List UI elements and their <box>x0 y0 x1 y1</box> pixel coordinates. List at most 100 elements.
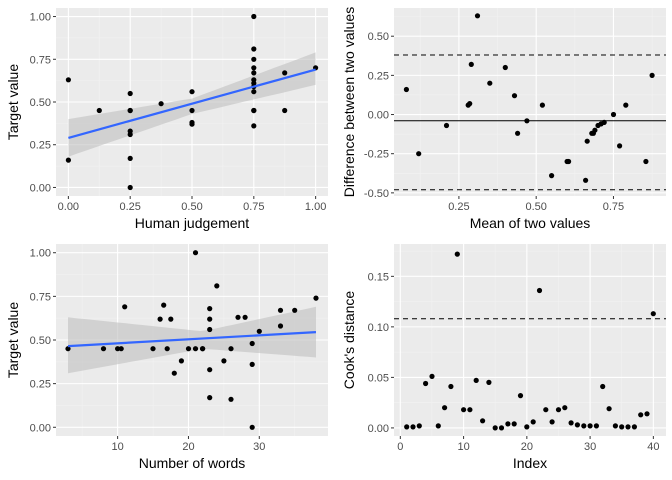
data-point <box>487 80 493 86</box>
data-point <box>207 316 213 322</box>
data-point <box>461 407 467 413</box>
data-point <box>192 346 199 352</box>
data-point <box>251 70 257 76</box>
y-tick-label: 0.10 <box>368 322 389 334</box>
data-point <box>200 346 206 352</box>
y-tick-label: 1.00 <box>30 248 51 260</box>
data-point <box>480 418 486 424</box>
data-point <box>517 393 524 399</box>
data-point <box>256 328 262 334</box>
data-point <box>228 396 234 402</box>
x-tick-label: 0.00 <box>58 201 79 213</box>
data-point <box>492 425 498 431</box>
data-point <box>435 423 441 429</box>
data-point <box>313 295 319 301</box>
data-point <box>127 184 133 191</box>
data-point <box>158 101 164 107</box>
data-point <box>606 406 612 412</box>
data-point <box>164 346 170 352</box>
data-point <box>404 424 410 430</box>
data-point <box>543 407 549 413</box>
data-point <box>100 346 107 352</box>
data-point <box>221 358 227 364</box>
data-point <box>242 314 248 320</box>
regression-line <box>68 68 316 139</box>
data-point <box>443 122 450 129</box>
y-tick-label: -0.50 <box>364 188 389 200</box>
y-tick-label: 0.25 <box>30 379 51 391</box>
data-point <box>498 425 505 431</box>
data-point <box>610 111 617 118</box>
data-point <box>249 361 255 367</box>
data-point <box>127 90 133 97</box>
data-point <box>568 420 574 426</box>
regression-line <box>67 331 317 348</box>
data-point <box>65 346 71 352</box>
x-tick-label: 20 <box>182 441 194 453</box>
data-point <box>649 72 655 78</box>
data-point <box>473 377 479 383</box>
y-tick-label: 0.25 <box>30 140 51 152</box>
data-point <box>161 302 167 308</box>
panel-target-vs-human-judgement: 0.00 0.25 0.50 0.75 1.00 0.00 0.25 0.50 0.75 1.00… <box>5 8 328 231</box>
data-point <box>574 422 581 428</box>
data-point <box>593 423 600 429</box>
y-axis-title: Cook's distance <box>341 291 357 390</box>
x-tick-label: 0.50 <box>525 201 546 213</box>
data-point <box>65 157 71 163</box>
data-point <box>515 130 521 136</box>
data-point <box>612 423 619 429</box>
data-point <box>467 407 473 413</box>
data-point <box>251 123 257 129</box>
data-point <box>524 118 530 124</box>
data-point <box>150 346 156 352</box>
data-point <box>644 411 650 417</box>
data-point <box>454 251 460 257</box>
panel-target-vs-word-count: 10 20 30 0.00 0.25 0.50 0.75 1.00 Number of word… <box>5 244 328 471</box>
x-axis-title: Index <box>513 455 547 471</box>
data-point <box>539 102 546 108</box>
y-tick-label: 0.50 <box>30 97 51 109</box>
data-point <box>189 107 195 114</box>
data-point <box>549 173 555 179</box>
data-point <box>631 424 638 430</box>
y-tick-label: 0.00 <box>30 422 51 434</box>
data-point <box>555 407 562 413</box>
data-point <box>185 346 192 352</box>
data-point <box>625 424 631 430</box>
panel-background <box>394 244 666 436</box>
y-tick-label: 0.25 <box>368 70 389 82</box>
data-point <box>416 151 422 157</box>
data-point <box>423 380 429 387</box>
data-point <box>192 250 199 256</box>
data-point <box>584 138 590 144</box>
y-tick-label: 0.75 <box>30 54 51 66</box>
data-point <box>189 89 195 95</box>
y-tick-label: 0.00 <box>368 423 389 435</box>
x-tick-label: 0.25 <box>448 201 469 213</box>
x-tick-label: 0.50 <box>181 201 202 213</box>
data-point <box>251 65 257 71</box>
data-point <box>617 143 623 149</box>
y-tick-label: 0.00 <box>30 182 51 194</box>
x-axis-title: Mean of two values <box>470 215 591 231</box>
y-tick-label: -0.25 <box>364 149 389 161</box>
x-tick-label: 10 <box>457 441 469 453</box>
data-point <box>562 405 568 411</box>
data-point <box>638 412 644 418</box>
data-point <box>619 424 625 430</box>
panel-cooks-distance: 0 10 20 30 40 0.00 0.05 0.10 0.15 Index Cook's dis… <box>341 244 666 471</box>
data-point <box>416 423 422 429</box>
data-point <box>207 367 213 373</box>
data-point <box>171 370 177 376</box>
data-point <box>524 424 530 430</box>
data-point <box>448 383 454 390</box>
x-tick-label: 0.25 <box>119 201 140 213</box>
data-point <box>157 316 163 322</box>
data-point <box>442 405 448 411</box>
data-point <box>511 93 518 99</box>
data-point <box>505 421 511 427</box>
x-tick-label: 0.75 <box>603 201 624 213</box>
data-point <box>249 340 255 347</box>
